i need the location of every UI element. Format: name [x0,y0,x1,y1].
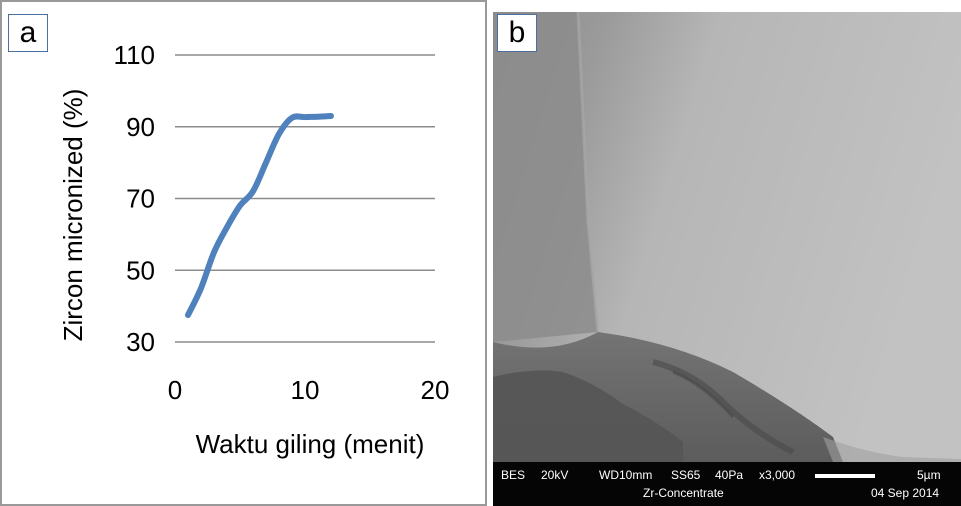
sem-working-distance: WD10mm [599,468,653,482]
y-tick-label: 50 [126,255,155,285]
sem-micrograph-image [493,12,961,462]
y-tick-label: 30 [126,327,155,357]
x-tick-label: 0 [168,375,182,405]
sem-info-bar: BES 20kV WD10mm SS65 40Pa x3,000 5µm Zr-… [493,462,961,506]
sem-scale-bar [815,474,875,478]
y-tick-label: 110 [114,40,155,70]
y-tick-label: 70 [126,184,155,214]
sem-scale-label: 5µm [917,468,941,482]
sem-spot-size: SS65 [671,468,701,482]
sem-micrograph-panel: BES 20kV WD10mm SS65 40Pa x3,000 5µm Zr-… [493,12,961,506]
panel-label-a: a [8,14,48,52]
panel-label-b: b [497,14,537,52]
sem-date: 04 Sep 2014 [871,486,940,500]
x-tick-label: 20 [421,375,450,405]
x-tick-labels: 0 10 20 [168,375,450,405]
y-tick-labels: 30 50 70 90 110 [114,40,155,357]
x-axis-label: Waktu giling (menit) [196,429,425,459]
x-tick-label: 10 [291,375,320,405]
sem-magnification: x3,000 [759,468,796,482]
series-lines [185,112,334,319]
sem-pressure: 40Pa [715,468,744,482]
sem-voltage: 20kV [541,468,569,482]
chart-panel: 30 50 70 90 110 0 10 20 Zircon micronized (%) … [0,0,487,506]
y-axis-label: Zircon micronized (%) [58,89,88,342]
series-line-0 [185,112,334,319]
chart-border [0,0,487,506]
sem-sample-name: Zr-Concentrate [643,486,724,500]
gridlines [175,54,435,343]
y-tick-label: 90 [126,112,155,142]
sem-detector: BES [501,468,526,482]
